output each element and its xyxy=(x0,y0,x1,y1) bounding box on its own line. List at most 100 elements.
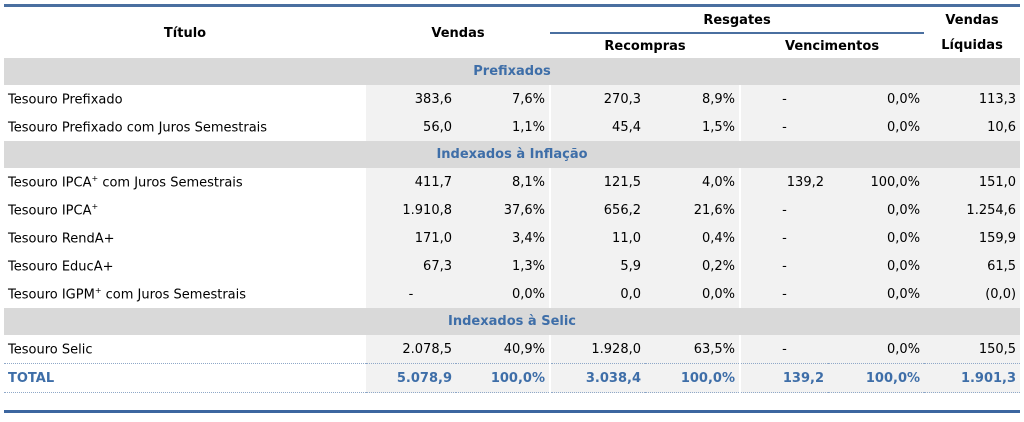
vendas-liquidas-value: 113,3 xyxy=(924,85,1021,113)
table-row: Tesouro Prefixado com Juros Semestrais 56… xyxy=(4,113,1021,141)
vencimentos-pct: 0,0% xyxy=(828,224,925,252)
vendas-liquidas-value: 61,5 xyxy=(924,252,1021,280)
top-rule xyxy=(4,4,1020,7)
titulo-text: Tesouro RendA+ xyxy=(8,231,115,247)
recompras-pct: 0,0% xyxy=(645,280,741,308)
vencimentos-pct: 0,0% xyxy=(828,335,925,364)
recompras-value: 0,0 xyxy=(550,280,645,308)
header-vencimentos: Vencimentos xyxy=(784,38,880,54)
vendas-value: 171,0 xyxy=(366,224,456,252)
vendas-value: - xyxy=(366,280,456,308)
titulo-text: Tesouro IPCA xyxy=(8,203,92,219)
vencimentos-pct: 0,0% xyxy=(828,113,925,141)
header-titulo: Título xyxy=(163,25,207,41)
vencimentos-value: - xyxy=(740,85,828,113)
recompras-pct: 1,5% xyxy=(645,113,741,141)
vendas-pct: 3,4% xyxy=(456,224,551,252)
vendas-pct: 37,6% xyxy=(456,196,551,224)
header-resgates: Resgates xyxy=(550,8,925,34)
recompras-pct: 0,2% xyxy=(645,252,741,280)
titulo-text: TOTAL xyxy=(8,370,55,386)
vendas-liquidas-value: 150,5 xyxy=(924,335,1021,364)
vencimentos-value: - xyxy=(740,196,828,224)
header-vendas-liquidas-2: Líquidas xyxy=(941,38,1003,53)
section-header: Prefixados xyxy=(4,58,1021,85)
titulo-text: Tesouro Selic xyxy=(8,342,93,358)
vendas-liquidas-value: 10,6 xyxy=(924,113,1021,141)
table-row: Tesouro EducA+ 67,3 1,3% 5,9 0,2% -0,0% 61,5 xyxy=(4,252,1021,280)
vendas-value: 2.078,5 xyxy=(366,335,456,364)
table-row: Tesouro Prefixado 383,6 7,6% 270,3 8,9% -0,0%… xyxy=(4,85,1021,113)
vendas-pct: 8,1% xyxy=(456,168,551,196)
sales-table: Título Vendas Resgates Vendas Recompras … xyxy=(4,8,1021,393)
total-row: TOTAL 5.078,9 100,0% 3.038,4 100,0% 139,2 100,… xyxy=(4,363,1021,393)
vendas-liquidas-value: 159,9 xyxy=(924,224,1021,252)
section-header: Indexados à Selic xyxy=(4,308,1021,335)
vendas-liquidas-value: 1.254,6 xyxy=(924,196,1021,224)
titulo-sup: + xyxy=(91,201,99,211)
recompras-pct: 0,4% xyxy=(645,224,741,252)
table-row: Tesouro IPCA+ 1.910,8 37,6% 656,2 21,6% -0,0%… xyxy=(4,196,1021,224)
vencimentos-value: - xyxy=(740,252,828,280)
vencimentos-pct: 0,0% xyxy=(828,252,925,280)
titulo-text: Tesouro IGPM xyxy=(8,287,95,303)
bottom-rule xyxy=(4,410,1020,413)
vendas-value: 1.910,8 xyxy=(366,196,456,224)
titulo-suffix: com Juros Semestrais xyxy=(101,287,247,303)
section-title: Prefixados xyxy=(4,58,1021,85)
recompras-value: 45,4 xyxy=(550,113,645,141)
recompras-pct: 63,5% xyxy=(645,335,741,364)
header-vendas-liquidas-1: Vendas xyxy=(945,13,999,28)
recompras-pct: 8,9% xyxy=(645,85,741,113)
vendas-value: 67,3 xyxy=(366,252,456,280)
titulo-cell: Tesouro Prefixado com Juros Semestrais xyxy=(4,113,366,141)
titulo-cell: Tesouro RendA+ xyxy=(4,224,366,252)
recompras-pct: 4,0% xyxy=(645,168,741,196)
vendas-pct: 40,9% xyxy=(456,335,551,364)
titulo-sup: + xyxy=(91,173,99,183)
vendas-pct: 0,0% xyxy=(456,280,551,308)
vendas-liquidas-value: (0,0) xyxy=(924,280,1021,308)
titulo-text: Tesouro IPCA xyxy=(8,175,92,191)
vencimentos-value: - xyxy=(740,224,828,252)
recompras-pct: 100,0% xyxy=(645,363,741,393)
recompras-value: 270,3 xyxy=(550,85,645,113)
section-header: Indexados à Inflação xyxy=(4,141,1021,168)
vencimentos-value: - xyxy=(740,280,828,308)
vencimentos-pct: 100,0% xyxy=(828,363,925,393)
vendas-value: 5.078,9 xyxy=(366,363,456,393)
titulo-cell: Tesouro Prefixado xyxy=(4,85,366,113)
header-recompras: Recompras xyxy=(604,38,686,54)
recompras-value: 3.038,4 xyxy=(550,363,645,393)
section-title: Indexados à Selic xyxy=(4,308,1021,335)
table-row: Tesouro IPCA+ com Juros Semestrais 411,7 8… xyxy=(4,168,1021,196)
recompras-value: 1.928,0 xyxy=(550,335,645,364)
titulo-cell: Tesouro IGPM+ com Juros Semestrais xyxy=(4,280,366,308)
vencimentos-pct: 100,0% xyxy=(828,168,925,196)
table-row: Tesouro RendA+ 171,0 3,4% 11,0 0,4% -0,0% 159,… xyxy=(4,224,1021,252)
table-row: Tesouro Selic 2.078,5 40,9% 1.928,0 63,5% -0,… xyxy=(4,335,1021,364)
vencimentos-value: 139,2 xyxy=(740,168,828,196)
recompras-value: 11,0 xyxy=(550,224,645,252)
titulo-cell: Tesouro Selic xyxy=(4,335,366,364)
vendas-value: 56,0 xyxy=(366,113,456,141)
vendas-liquidas-value: 1.901,3 xyxy=(924,363,1021,393)
recompras-value: 656,2 xyxy=(550,196,645,224)
vencimentos-pct: 0,0% xyxy=(828,85,925,113)
vendas-value: 383,6 xyxy=(366,85,456,113)
recompras-pct: 21,6% xyxy=(645,196,741,224)
vencimentos-pct: 0,0% xyxy=(828,196,925,224)
vencimentos-value: - xyxy=(740,113,828,141)
vendas-value: 411,7 xyxy=(366,168,456,196)
recompras-value: 121,5 xyxy=(550,168,645,196)
titulo-text: Tesouro Prefixado xyxy=(8,92,123,108)
titulo-cell: TOTAL xyxy=(4,363,366,393)
vendas-pct: 100,0% xyxy=(456,363,551,393)
titulo-cell: Tesouro IPCA+ com Juros Semestrais xyxy=(4,168,366,196)
vencimentos-pct: 0,0% xyxy=(828,280,925,308)
section-title: Indexados à Inflação xyxy=(4,141,1021,168)
vencimentos-value: - xyxy=(740,335,828,364)
header-vendas: Vendas xyxy=(431,25,485,41)
titulo-text: Tesouro Prefixado com Juros Semestrais xyxy=(8,120,268,136)
titulo-suffix: com Juros Semestrais xyxy=(98,175,243,191)
